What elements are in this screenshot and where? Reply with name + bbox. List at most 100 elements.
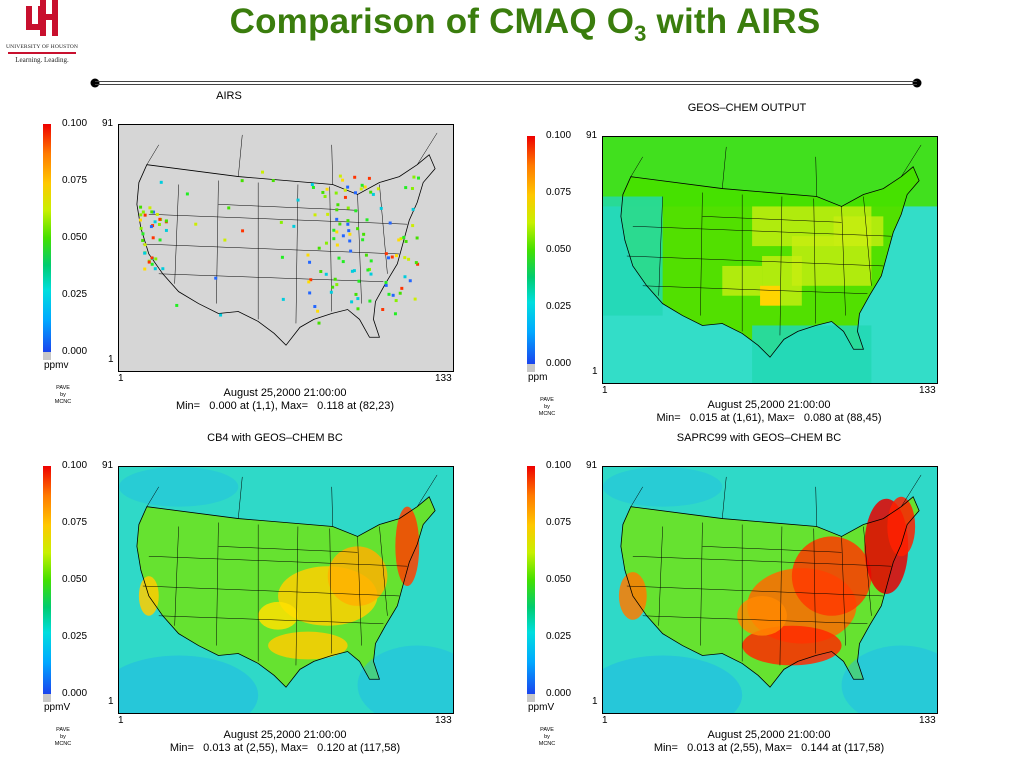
map-canvas bbox=[119, 467, 453, 713]
colorbar-label: 0.025 bbox=[62, 289, 88, 300]
station-marker bbox=[214, 276, 218, 280]
country-boundary bbox=[620, 496, 920, 688]
pave-line: MCNC bbox=[54, 399, 72, 405]
station-marker bbox=[150, 210, 154, 214]
station-marker bbox=[366, 268, 370, 272]
station-marker bbox=[379, 206, 383, 210]
logo-divider bbox=[8, 52, 76, 54]
station-marker bbox=[326, 212, 330, 216]
timestamp: August 25,2000 21:00:00 bbox=[707, 729, 831, 741]
station-marker bbox=[309, 278, 313, 282]
station-marker bbox=[307, 280, 311, 284]
station-marker bbox=[346, 219, 350, 223]
state-boundary bbox=[841, 206, 846, 316]
pave-line: MCNC bbox=[538, 741, 556, 747]
map-panel-2: GEOS–CHEM OUTPUT 0.100 0.075 0.050 0.025… bbox=[524, 102, 994, 442]
station-marker bbox=[149, 225, 153, 229]
station-marker bbox=[394, 254, 398, 258]
station-marker bbox=[412, 175, 416, 179]
state-boundary bbox=[658, 196, 663, 296]
station-marker bbox=[194, 222, 198, 226]
colorbar-gradient bbox=[43, 124, 51, 352]
station-marker bbox=[161, 267, 165, 271]
station-marker bbox=[399, 237, 403, 241]
station-marker bbox=[219, 313, 223, 317]
country-boundary bbox=[136, 496, 436, 688]
station-marker bbox=[143, 243, 147, 247]
station-marker bbox=[150, 262, 154, 266]
station-marker bbox=[152, 210, 155, 214]
station-marker bbox=[141, 232, 145, 236]
colorbar-label: 0.000 bbox=[62, 688, 88, 699]
station-marker bbox=[400, 286, 404, 290]
state-boundary bbox=[722, 476, 727, 519]
station-marker bbox=[369, 272, 373, 276]
station-marker bbox=[148, 206, 152, 210]
station-marker bbox=[348, 232, 352, 236]
colorbar-label: 0.075 bbox=[546, 187, 572, 198]
station-marker bbox=[371, 192, 375, 196]
station-marker bbox=[155, 212, 159, 216]
state-boundary bbox=[218, 204, 358, 211]
state-boundary bbox=[142, 585, 400, 597]
station-marker bbox=[324, 241, 328, 245]
y-axis-bottom-label: 1 bbox=[592, 696, 598, 707]
station-marker bbox=[323, 195, 327, 199]
high-ozone-region bbox=[887, 496, 916, 557]
colorbar-missing-swatch bbox=[527, 364, 535, 372]
colorbar bbox=[527, 136, 535, 372]
station-marker bbox=[333, 277, 337, 281]
station-marker bbox=[335, 283, 339, 287]
station-marker bbox=[364, 253, 368, 257]
timestamp: August 25,2000 21:00:00 bbox=[707, 399, 831, 411]
station-marker bbox=[387, 292, 391, 296]
gulf-band bbox=[752, 325, 872, 383]
station-marker bbox=[321, 190, 325, 194]
state-boundary bbox=[174, 184, 179, 284]
station-marker bbox=[311, 186, 315, 189]
station-marker bbox=[346, 222, 350, 226]
colorbar-label: 0.075 bbox=[62, 175, 88, 186]
station-marker bbox=[403, 275, 407, 279]
station-marker bbox=[151, 236, 155, 240]
state-boundary bbox=[626, 255, 884, 267]
map-canvas bbox=[603, 467, 937, 713]
timestamp: August 25,2000 21:00:00 bbox=[223, 387, 347, 399]
station-marker bbox=[384, 283, 388, 287]
logo-tagline: Learning. Leading. bbox=[15, 56, 69, 64]
station-marker bbox=[150, 256, 154, 260]
unit-label: ppmv bbox=[44, 360, 69, 371]
station-marker bbox=[261, 170, 265, 174]
state-boundary bbox=[238, 134, 243, 177]
elevated-ozone-region bbox=[833, 216, 884, 247]
station-marker bbox=[319, 270, 323, 273]
colorbar-missing-swatch bbox=[43, 694, 51, 702]
colorbar-label: 0.025 bbox=[62, 631, 88, 642]
state-boundary bbox=[815, 486, 817, 527]
colorbar-gradient bbox=[527, 136, 535, 364]
map-canvas bbox=[603, 137, 937, 383]
uh-logo-mark-icon bbox=[26, 0, 58, 36]
colorbar-label: 0.100 bbox=[546, 130, 572, 141]
land-background bbox=[119, 125, 453, 371]
station-marker bbox=[357, 279, 361, 283]
pave-line: PAVE bbox=[56, 385, 70, 391]
station-marker bbox=[308, 260, 312, 264]
colorbar bbox=[43, 124, 51, 360]
state-boundary bbox=[174, 526, 179, 626]
y-axis-top-label: 91 bbox=[586, 460, 598, 471]
station-marker bbox=[346, 185, 350, 189]
station-marker bbox=[367, 176, 371, 180]
station-marker bbox=[384, 252, 388, 256]
colorbar-label: 0.000 bbox=[546, 688, 572, 699]
station-marker bbox=[386, 256, 390, 260]
colorbar bbox=[43, 466, 51, 702]
station-marker bbox=[139, 226, 143, 230]
pave-line: MCNC bbox=[538, 411, 556, 417]
colorbar-label: 0.000 bbox=[62, 346, 88, 357]
station-marker bbox=[338, 222, 342, 226]
station-marker bbox=[159, 180, 163, 184]
state-boundary bbox=[158, 273, 384, 282]
station-marker bbox=[411, 224, 415, 228]
state-boundary bbox=[329, 186, 332, 312]
